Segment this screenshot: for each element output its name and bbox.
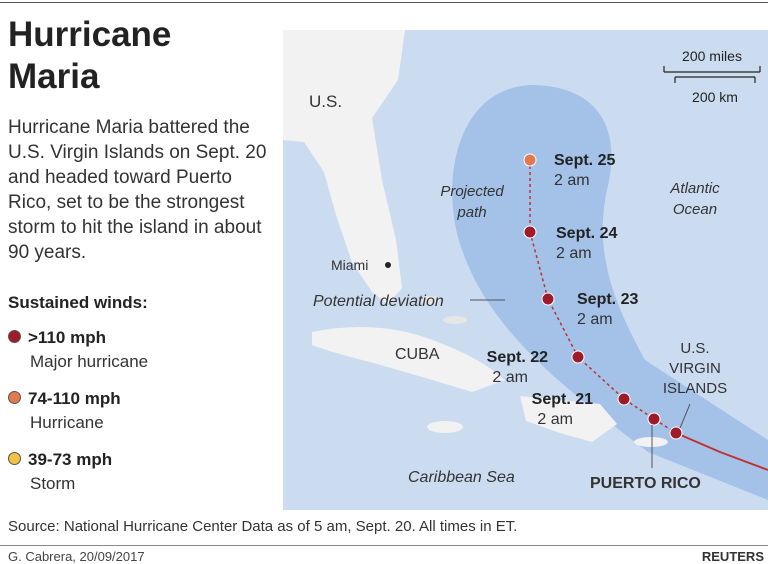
credit: G. Cabrera, 20/09/2017 [8,549,145,564]
map-label-line: Atlantic [669,180,720,197]
bottom-rule [0,545,768,546]
track-time: 2 am [537,411,573,428]
description: Hurricane Maria battered the U.S. Virgin… [8,117,267,263]
legend-swatch [8,452,21,465]
leader-line [679,403,691,429]
legend-swatch [8,330,21,343]
track-date: Sept. 24 [556,225,617,242]
map-label: CUBA [395,346,440,363]
legend-label: 39-73 mph [28,450,113,469]
florida [283,30,405,304]
map-label: Projected path [440,183,504,221]
map-label: Potential deviation [313,293,444,310]
track-point [669,426,683,440]
scale-km: 200 km [692,89,738,105]
legend-label: >110 mph [28,328,106,347]
legend-title: Sustained winds: [8,293,148,312]
legend-swatch [8,391,21,404]
map-label-line: Caribbean Sea [408,469,515,486]
map-label-line: ISLANDS [663,380,727,397]
track-point [523,225,537,239]
legend-item: 39-73 mph Storm [8,448,112,496]
track-date: Sept. 25 [554,152,615,169]
map-label-line: CUBA [395,346,440,363]
puerto-rico [634,437,668,447]
deviation-cone [452,85,768,500]
source: Source: National Hurricane Center Data a… [8,518,518,535]
track-date: Sept. 23 [577,291,638,308]
legend-sublabel: Storm [30,474,76,493]
miami-dot [385,262,391,268]
track-time: 2 am [554,172,590,189]
legend-row: >110 mph [8,326,148,350]
map-label-line: U.S. [309,92,342,111]
title: Hurricane Maria [8,15,172,96]
brand: REUTERS [701,549,764,564]
track-point [541,292,555,306]
map-label: U.S. [309,92,342,111]
track-time: 2 am [577,311,613,328]
map-label-line: Potential deviation [313,293,444,310]
map: 200 miles 200 km U.S. Miami Projected path A… [283,30,768,510]
scale-miles: 200 miles [682,48,742,64]
legend-label: 74-110 mph [28,389,121,408]
jamaica [427,421,463,433]
past-path [675,432,768,471]
hispaniola [520,396,617,442]
bahamas [420,296,440,304]
map-label-line: U.S. [680,340,709,357]
legend-row: 39-73 mph [8,448,112,472]
track-time: 2 am [556,245,592,262]
map-label-line: VIRGIN [669,360,721,377]
track-date: Sept. 22 [487,349,548,366]
bahamas [443,316,467,324]
cuba [312,326,505,392]
track-point [617,392,631,406]
map-label-line: Miami [331,257,368,273]
track-time: 2 am [492,369,528,386]
map-label: Caribbean Sea [408,469,515,486]
legend-row: 74-110 mph [8,387,121,411]
map-label-line: PUERTO RICO [590,475,701,492]
map-label: Miami [331,257,368,273]
map-label: Atlantic Ocean [669,180,720,218]
track-date: Sept. 21 [532,391,593,408]
top-rule [0,2,768,3]
map-label-line: Projected [440,183,504,200]
track-point [647,412,661,426]
legend-item: >110 mph Major hurricane [8,326,148,374]
track-point [523,153,537,167]
track-point [571,350,585,364]
legend-sublabel: Hurricane [30,413,104,432]
map-label-line: Ocean [673,201,717,218]
map-label: PUERTO RICO [590,475,701,492]
legend-sublabel: Major hurricane [30,352,149,371]
map-label-line: path [456,204,486,221]
map-label: U.S. VIRGIN ISLANDS [663,340,727,397]
legend-item: 74-110 mph Hurricane [8,387,121,435]
